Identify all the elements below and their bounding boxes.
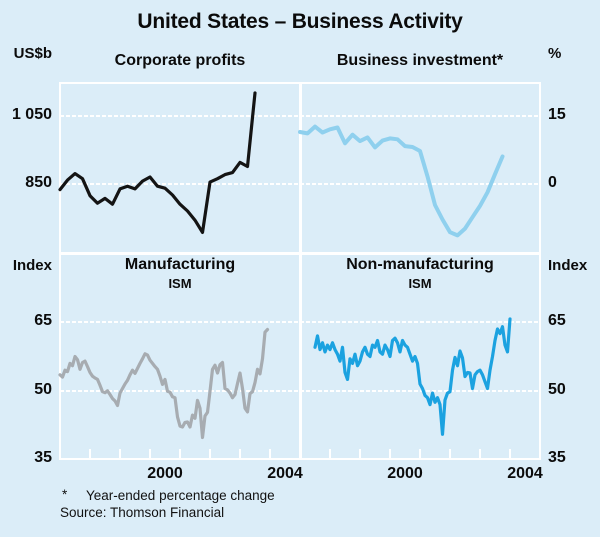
x-axis-tick-1999: [359, 449, 361, 458]
x-axis-tick-2004: [269, 449, 271, 458]
x-year-label-2004-left: 2004: [267, 465, 303, 482]
source-text: Source: Thomson Financial: [60, 505, 225, 520]
y-tick-label-0: 0: [548, 174, 557, 191]
x-axis-tick-2004: [509, 449, 511, 458]
y-tick-label-65-right: 65: [548, 312, 566, 329]
panel-subtitle-non-manufacturing-ism: ISM: [408, 276, 432, 291]
non-manufacturing-ism-line: [313, 317, 512, 436]
corporate-profits-line: [58, 91, 257, 234]
x-axis-tick-1998: [89, 449, 91, 458]
y-tick-label-35-right: 35: [548, 449, 566, 466]
y-tick-label-35-left: 35: [34, 449, 52, 466]
y-tick-label-15: 15: [548, 106, 566, 123]
footnote-text: Year-ended percentage change: [86, 488, 275, 503]
x-year-label-2004-right: 2004: [507, 465, 543, 482]
x-axis-tick-2003: [479, 449, 481, 458]
panel-border-left: [59, 82, 61, 460]
y-axis-unit-percent: %: [548, 45, 562, 62]
y-tick-label-50-right: 50: [548, 381, 566, 398]
y-tick-label-850: 850: [25, 174, 52, 191]
y-axis-unit-index-left: Index: [12, 257, 52, 274]
y-tick-label-1050: 1 050: [11, 106, 52, 123]
x-axis-tick-1998: [329, 449, 331, 458]
panel-divider-vertical: [299, 82, 302, 460]
x-axis-tick-1999: [119, 449, 121, 458]
panel-title-corporate-profits: Corporate profits: [114, 52, 246, 69]
y-axis-unit-index-right: Index: [548, 257, 588, 274]
x-axis-tick-2001: [179, 449, 181, 458]
manufacturing-ism-line: [58, 327, 270, 440]
chart-title: United States – Business Activity: [137, 10, 463, 33]
panel-border-right: [539, 82, 541, 460]
x-axis-tick-2000: [149, 449, 151, 458]
x-axis-tick-2001: [419, 449, 421, 458]
x-year-label-2000-right: 2000: [387, 465, 423, 482]
x-axis-tick-2003: [239, 449, 241, 458]
x-axis-tick-2000: [389, 449, 391, 458]
panel-subtitle-manufacturing-ism: ISM: [168, 276, 192, 291]
business-investment-line: [298, 124, 505, 238]
y-tick-label-65-left: 65: [34, 312, 52, 329]
footnote-marker: *: [62, 487, 68, 502]
panel-title-non-manufacturing: Non-manufacturing: [346, 256, 494, 273]
x-year-label-2000-left: 2000: [147, 465, 183, 482]
x-axis-tick-2002: [209, 449, 211, 458]
x-axis-tick-2002: [449, 449, 451, 458]
y-axis-unit-usd-billions: US$b: [13, 45, 52, 62]
y-tick-label-50-left: 50: [34, 381, 52, 398]
panel-title-business-investment: Business investment*: [336, 52, 504, 69]
panel-title-manufacturing: Manufacturing: [124, 256, 236, 273]
